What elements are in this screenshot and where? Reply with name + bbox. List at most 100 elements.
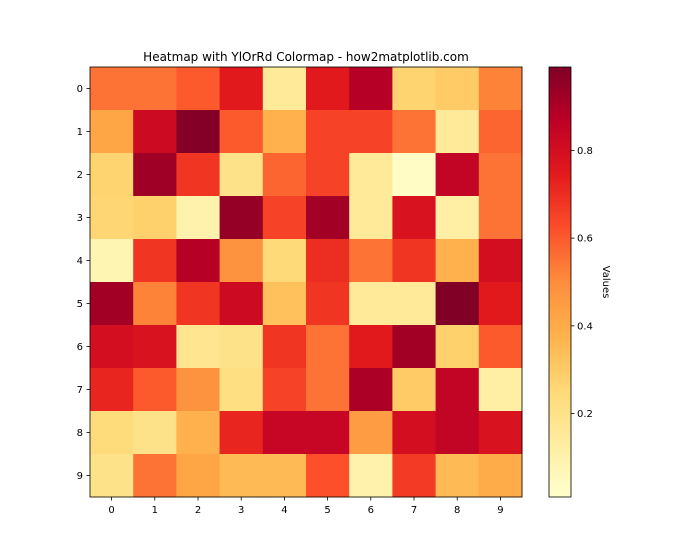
heatmap-cell-r6-c6 bbox=[349, 325, 393, 369]
heatmap-cell-r0-c8 bbox=[435, 67, 480, 111]
heatmap-cell-r9-c1 bbox=[133, 454, 177, 498]
heatmap-cell-r1-c7 bbox=[392, 110, 437, 154]
x-tick-label: 7 bbox=[411, 505, 417, 516]
heatmap-cell-r8-c4 bbox=[262, 411, 307, 455]
heatmap-cell-r7-c6 bbox=[349, 368, 393, 412]
heatmap-cell-r6-c3 bbox=[219, 325, 264, 369]
heatmap-cell-r6-c5 bbox=[306, 325, 350, 369]
heatmap-cell-r7-c3 bbox=[219, 368, 264, 412]
heatmap-cell-r5-c9 bbox=[478, 282, 523, 326]
colorbar-ticks: 0.2 0.4 0.6 0.8 bbox=[571, 146, 593, 420]
heatmap-cell-r3-c6 bbox=[349, 196, 393, 240]
heatmap-cell-r2-c0 bbox=[90, 153, 134, 197]
heatmap-cell-r7-c0 bbox=[90, 368, 134, 412]
y-tick-label: 8 bbox=[77, 428, 83, 439]
heatmap-cell-r6-c1 bbox=[133, 325, 177, 369]
heatmap-cell-r3-c4 bbox=[262, 196, 307, 240]
heatmap-cell-r4-c3 bbox=[219, 239, 264, 283]
heatmap-cell-r5-c4 bbox=[262, 282, 307, 326]
x-tick-label: 4 bbox=[281, 505, 287, 516]
heatmap-cell-r3-c7 bbox=[392, 196, 437, 240]
heatmap-cell-r4-c0 bbox=[90, 239, 134, 283]
heatmap-cell-r2-c3 bbox=[219, 153, 264, 197]
heatmap-cell-r7-c1 bbox=[133, 368, 177, 412]
heatmap-cell-r8-c7 bbox=[392, 411, 437, 455]
heatmap-cell-r7-c4 bbox=[262, 368, 307, 412]
colorbar-tick-label: 0.6 bbox=[577, 234, 593, 245]
heatmap-cell-r0-c5 bbox=[306, 67, 350, 111]
heatmap-cell-r9-c4 bbox=[262, 454, 307, 498]
heatmap-cell-r0-c0 bbox=[90, 67, 134, 111]
heatmap-cell-r3-c2 bbox=[176, 196, 221, 240]
heatmap-cell-r4-c1 bbox=[133, 239, 177, 283]
x-tick-label: 6 bbox=[368, 505, 374, 516]
heatmap-cell-r4-c6 bbox=[349, 239, 393, 283]
y-tick-label: 1 bbox=[77, 127, 83, 138]
heatmap-cell-r8-c6 bbox=[349, 411, 393, 455]
heatmap-cell-r1-c0 bbox=[90, 110, 134, 154]
heatmap-cell-r5-c1 bbox=[133, 282, 177, 326]
heatmap-cell-r3-c1 bbox=[133, 196, 177, 240]
heatmap-cell-r9-c9 bbox=[478, 454, 523, 498]
heatmap-cell-r0-c6 bbox=[349, 67, 393, 111]
heatmap-cell-r0-c2 bbox=[176, 67, 221, 111]
heatmap-cell-r1-c6 bbox=[349, 110, 393, 154]
heatmap-cell-r5-c8 bbox=[435, 282, 480, 326]
heatmap-cell-r7-c7 bbox=[392, 368, 437, 412]
x-tick-label: 5 bbox=[324, 505, 330, 516]
heatmap-cell-r3-c0 bbox=[90, 196, 134, 240]
heatmap-cell-r9-c0 bbox=[90, 454, 134, 498]
y-tick-label: 3 bbox=[77, 213, 83, 224]
heatmap-cell-r8-c5 bbox=[306, 411, 350, 455]
colorbar-label: Values bbox=[600, 266, 611, 299]
heatmap-cell-r2-c9 bbox=[478, 153, 523, 197]
x-tick-label: 2 bbox=[195, 505, 201, 516]
colorbar-tick-label: 0.8 bbox=[577, 146, 593, 157]
heatmap-cell-r7-c2 bbox=[176, 368, 221, 412]
heatmap-cell-r8-c9 bbox=[478, 411, 523, 455]
heatmap-cell-r8-c0 bbox=[90, 411, 134, 455]
colorbar-tick-label: 0.4 bbox=[577, 321, 593, 332]
y-tick-label: 7 bbox=[77, 385, 83, 396]
heatmap-cell-r1-c4 bbox=[262, 110, 307, 154]
heatmap-cell-r4-c4 bbox=[262, 239, 307, 283]
heatmap-cell-r5-c5 bbox=[306, 282, 350, 326]
heatmap-cell-r0-c3 bbox=[219, 67, 264, 111]
heatmap-cell-r6-c9 bbox=[478, 325, 523, 369]
heatmap-cell-r1-c1 bbox=[133, 110, 177, 154]
heatmap-cell-r4-c5 bbox=[306, 239, 350, 283]
y-tick-label: 5 bbox=[77, 299, 83, 310]
heatmap-cell-r9-c7 bbox=[392, 454, 437, 498]
heatmap-cell-r4-c2 bbox=[176, 239, 221, 283]
y-tick-label: 6 bbox=[77, 342, 83, 353]
heatmap-cell-r5-c2 bbox=[176, 282, 221, 326]
heatmap-cell-r1-c5 bbox=[306, 110, 350, 154]
colorbar-tick-label: 0.2 bbox=[577, 409, 593, 420]
heatmap-cell-r8-c2 bbox=[176, 411, 221, 455]
chart-title: Heatmap with YlOrRd Colormap - how2matpl… bbox=[143, 50, 469, 64]
heatmap-cell-r1-c3 bbox=[219, 110, 264, 154]
heatmap-cell-r6-c4 bbox=[262, 325, 307, 369]
heatmap-cell-r2-c7 bbox=[392, 153, 437, 197]
x-tick-label: 0 bbox=[108, 505, 114, 516]
x-axis-ticks: 0 1 2 3 4 5 6 7 8 9 bbox=[108, 497, 504, 516]
heatmap-cell-r9-c8 bbox=[435, 454, 480, 498]
x-tick-label: 3 bbox=[238, 505, 244, 516]
heatmap-cell-r3-c3 bbox=[219, 196, 264, 240]
y-axis-ticks: 0 1 2 3 4 5 6 7 8 9 bbox=[77, 84, 90, 482]
heatmap-cell-r3-c8 bbox=[435, 196, 480, 240]
y-tick-label: 2 bbox=[77, 170, 83, 181]
heatmap-cell-r2-c6 bbox=[349, 153, 393, 197]
y-tick-label: 4 bbox=[77, 256, 83, 267]
y-tick-label: 9 bbox=[77, 471, 83, 482]
heatmap-cell-r6-c0 bbox=[90, 325, 134, 369]
heatmap-cell-r0-c1 bbox=[133, 67, 177, 111]
heatmap-cell-r0-c7 bbox=[392, 67, 437, 111]
heatmap-cell-r9-c3 bbox=[219, 454, 264, 498]
heatmap-cell-r2-c8 bbox=[435, 153, 480, 197]
x-tick-label: 1 bbox=[152, 505, 158, 516]
heatmap-cell-r9-c5 bbox=[306, 454, 350, 498]
heatmap-cell-r4-c9 bbox=[478, 239, 523, 283]
plot-frame bbox=[89, 66, 523, 498]
